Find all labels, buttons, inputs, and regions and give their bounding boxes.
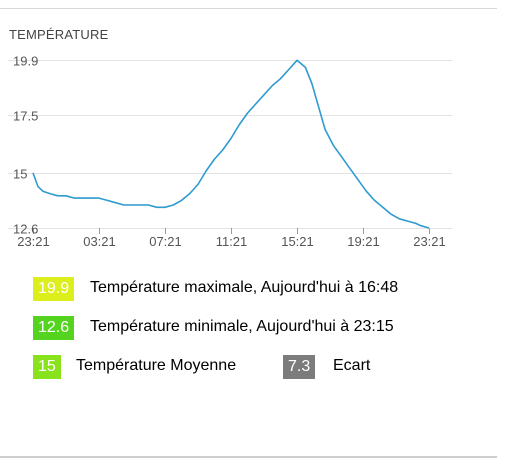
y-tick-label: 17.5 xyxy=(13,109,38,124)
section-title: TEMPÉRATURE xyxy=(9,27,109,42)
x-axis-ticks: 23:21 03:21 07:21 11:21 15:21 19:21 23:21 xyxy=(17,234,446,249)
x-tick-label: 23:21 xyxy=(17,234,50,249)
ecart-label: Ecart xyxy=(333,357,371,374)
y-tick-label: 19.9 xyxy=(13,54,38,69)
max-label: Température maximale, Aujourd'hui à 16:4… xyxy=(90,279,399,296)
ecart-badge: 7.3 xyxy=(283,355,316,379)
x-tick-label: 11:21 xyxy=(216,234,248,249)
x-tick-label: 23:21 xyxy=(413,234,446,249)
x-tick-label: 03:21 xyxy=(83,234,116,249)
temperature-chart: 19.9 17.5 15 12.6 23:21 03:21 07:21 11:21 15:21… xyxy=(8,54,452,249)
y-tick-label: 12.6 xyxy=(13,222,38,237)
y-axis-ticks: 19.9 17.5 15 12.6 xyxy=(13,54,38,237)
x-tick-label: 19:21 xyxy=(347,234,380,249)
y-tick-label: 15 xyxy=(13,167,27,182)
bottom-divider xyxy=(0,456,497,458)
top-divider xyxy=(0,8,497,9)
chart-grid xyxy=(8,60,452,234)
avg-label: Température Moyenne xyxy=(76,357,237,374)
avg-badge: 15 xyxy=(33,355,61,379)
min-label: Température minimale, Aujourd'hui à 23:1… xyxy=(90,318,394,335)
temperature-line xyxy=(32,59,430,229)
min-badge: 12.6 xyxy=(33,316,75,340)
chart-series xyxy=(32,59,430,229)
x-tick-label: 07:21 xyxy=(149,234,182,249)
x-tick-label: 15:21 xyxy=(281,234,314,249)
max-badge: 19.9 xyxy=(33,277,75,301)
